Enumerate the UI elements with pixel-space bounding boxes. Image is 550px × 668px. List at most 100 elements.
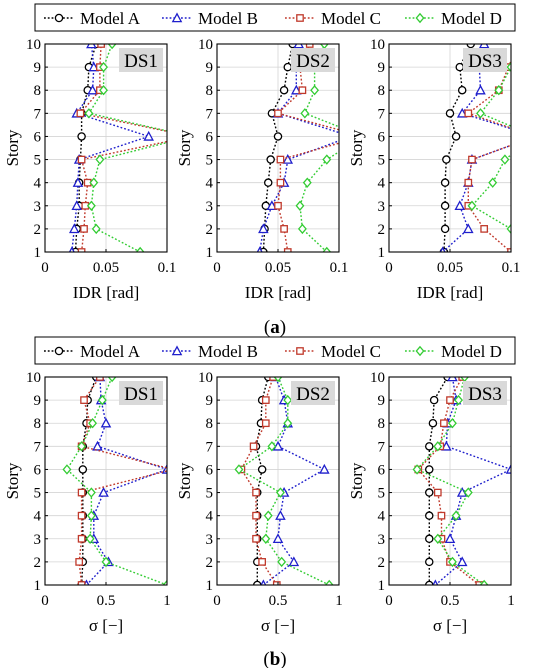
data-point (77, 441, 87, 452)
legend-marker (296, 14, 304, 22)
data-point (101, 556, 111, 568)
xtick-label: 0.05 (437, 260, 463, 276)
ytick-label: 7 (34, 106, 42, 122)
legend-label: Model D (441, 9, 502, 28)
legend-item-model-d: Model D (405, 342, 502, 361)
data-point (77, 248, 86, 252)
data-point (500, 154, 510, 165)
subplot-title-bg (119, 381, 163, 405)
ytick-label: 6 (378, 462, 386, 478)
data-point (258, 558, 266, 566)
ytick-label: 7 (206, 439, 214, 455)
data-point (322, 246, 332, 252)
data-point (425, 465, 434, 474)
xtick-label: 0.1 (502, 260, 521, 276)
legend-label: Model C (321, 9, 381, 28)
data-point (72, 177, 84, 187)
legend-marker (54, 346, 64, 356)
data-point (273, 377, 283, 383)
series-model-d (412, 377, 489, 585)
ytick-label: 1 (206, 245, 214, 261)
series-model-a (439, 44, 475, 252)
data-point (267, 441, 277, 452)
data-point (97, 44, 105, 48)
series-line (87, 44, 167, 252)
data-point (261, 533, 271, 544)
ytick-label: 2 (206, 222, 214, 238)
xtick-label: 0.1 (158, 260, 177, 276)
data-point (274, 201, 282, 210)
ytick-label: 6 (34, 129, 42, 145)
ytick-label: 2 (206, 555, 214, 571)
subplot-title-text: DS2 (296, 384, 330, 405)
xtick-label: 0 (385, 260, 393, 276)
data-point (86, 200, 96, 211)
ytick-label: 9 (206, 393, 214, 409)
ytick-label: 6 (378, 129, 386, 145)
panel-label: (b) (263, 649, 286, 668)
data-point (455, 62, 465, 72)
data-point (275, 510, 286, 520)
data-point (440, 201, 450, 211)
ytick-label: 4 (34, 176, 42, 192)
xtick-label: 0 (213, 260, 221, 276)
subplot-title: DS3 (463, 48, 507, 72)
data-point (283, 248, 292, 252)
axes-ds1: 1 2 3 4 5 6 7 8 9 10 0 0.5 1 DS1 Story σ [−] (3, 370, 171, 635)
data-point (464, 178, 473, 187)
ytick-label: 5 (34, 486, 42, 502)
subplot-title-text: DS1 (124, 51, 158, 72)
ytick-label: 9 (34, 393, 42, 409)
panel-a: Model A Model B Model C Model D123456789100… (3, 3, 539, 338)
data-point (440, 224, 450, 234)
legend-marker (171, 12, 183, 23)
data-point (84, 108, 94, 119)
series-line (428, 377, 449, 585)
data-point (99, 85, 109, 96)
data-point (280, 225, 288, 233)
data-point (446, 396, 454, 404)
subplot-title-text: DS3 (468, 51, 502, 72)
data-point (266, 200, 278, 211)
ytick-label: 3 (34, 532, 42, 548)
data-point (444, 533, 456, 544)
data-point (532, 248, 539, 256)
ytick-label: 7 (378, 439, 386, 455)
data-point (447, 418, 457, 429)
data-point (288, 556, 300, 567)
data-point (445, 109, 455, 118)
data-point (295, 200, 305, 211)
ytick-label: 8 (206, 83, 214, 99)
data-point (531, 132, 539, 140)
subplot-title: DS1 (119, 381, 163, 405)
data-point (441, 440, 452, 451)
data-point (77, 132, 86, 141)
data-point (92, 440, 103, 451)
series-line (80, 377, 97, 585)
data-point (324, 579, 334, 585)
series-line (443, 44, 472, 252)
subplot-title-text: DS3 (468, 384, 502, 405)
data-point (88, 61, 100, 72)
data-point (86, 44, 97, 49)
data-point (488, 177, 498, 188)
series-line (66, 377, 167, 585)
data-point (80, 225, 88, 233)
subplot-title-bg (291, 48, 335, 72)
series-line (240, 377, 278, 585)
series-line (259, 44, 339, 252)
data-point (258, 223, 269, 234)
data-point (454, 200, 466, 211)
x-axis-label: IDR [rad] (73, 283, 140, 302)
subplot-title: DS3 (463, 381, 507, 405)
xtick-label: 0.5 (441, 593, 460, 609)
data-point (269, 377, 277, 381)
data-point (234, 464, 244, 475)
y-axis-label: Story (347, 462, 366, 499)
ytick-label: 3 (34, 199, 42, 215)
legend-frame (34, 3, 516, 32)
data-point (261, 419, 270, 428)
ytick-label: 5 (206, 153, 214, 169)
data-point (433, 488, 442, 497)
series-group (62, 377, 167, 585)
